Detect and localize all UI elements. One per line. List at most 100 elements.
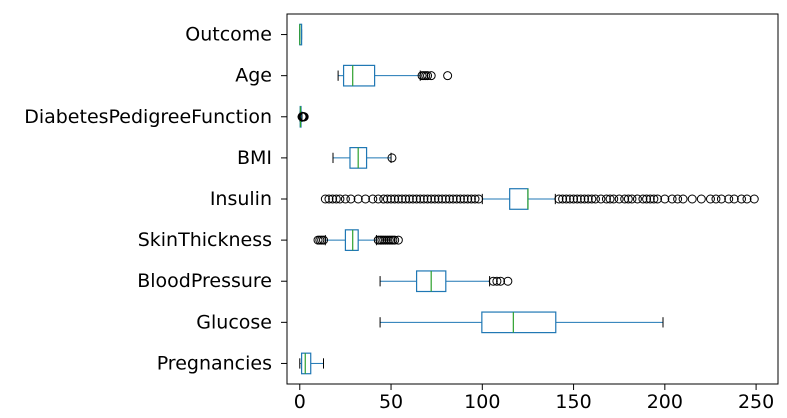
- flier-insulin-71: [716, 194, 726, 204]
- box-diabetespedigreefunction: [297, 105, 309, 128]
- ytick-label-bloodpressure: BloodPressure: [137, 270, 272, 292]
- xtick-label-100: 100: [464, 391, 500, 413]
- flier-age-3: [423, 71, 433, 81]
- box-pregnancies: [299, 352, 325, 375]
- box-glucose: [379, 311, 664, 334]
- box-rect-insulin: [509, 188, 529, 210]
- flier-insulin-37: [474, 194, 484, 204]
- flier-insulin-51: [605, 194, 615, 204]
- flier-insulin-41: [565, 194, 575, 204]
- flier-insulin-57: [632, 194, 642, 204]
- flier-insulin-16: [397, 194, 407, 204]
- xtick-label-200: 200: [647, 391, 683, 413]
- flier-insulin-11: [379, 194, 389, 204]
- ytick-label-glucose: Glucose: [196, 311, 272, 333]
- flier-insulin-10: [373, 194, 383, 204]
- flier-insulin-67: [687, 194, 697, 204]
- flier-insulin-2: [328, 194, 338, 204]
- flier-insulin-68: [696, 194, 706, 204]
- flier-insulin-29: [444, 194, 454, 204]
- ytick-label-pregnancies: Pregnancies: [157, 352, 272, 374]
- flier-insulin-50: [601, 194, 611, 204]
- xtick-label-250: 250: [738, 391, 774, 413]
- flier-insulin-62: [653, 194, 663, 204]
- box-bloodpressure: [379, 270, 513, 293]
- flier-insulin-73: [729, 194, 739, 204]
- flier-insulin-61: [649, 194, 659, 204]
- x-axis: 0 50 100 150 200 250: [294, 384, 774, 413]
- xtick-label-0: 0: [294, 391, 306, 413]
- flier-insulin-6: [346, 194, 356, 204]
- flier-insulin-33: [459, 194, 469, 204]
- flier-insulin-7: [353, 194, 363, 204]
- flier-insulin-17: [401, 194, 411, 204]
- flier-insulin-1: [324, 194, 334, 204]
- flier-insulin-47: [587, 194, 597, 204]
- ytick-label-age: Age: [235, 65, 272, 87]
- flier-insulin-53: [614, 194, 624, 204]
- flier-insulin-22: [419, 194, 429, 204]
- flier-insulin-49: [596, 194, 606, 204]
- flier-insulin-36: [470, 194, 480, 204]
- flier-insulin-25: [430, 194, 440, 204]
- box-bmi: [332, 147, 397, 169]
- flier-insulin-76: [749, 194, 759, 204]
- flier-insulin-8: [360, 194, 370, 204]
- box-rect-glucose: [481, 311, 557, 334]
- flier-insulin-56: [627, 194, 637, 204]
- flier-insulin-59: [642, 194, 652, 204]
- ytick-label-insulin: Insulin: [210, 188, 272, 210]
- flier-insulin-9: [368, 194, 378, 204]
- flier-insulin-35: [466, 194, 476, 204]
- flier-insulin-75: [742, 194, 752, 204]
- flier-insulin-3: [331, 194, 341, 204]
- box-rect-pregnancies: [301, 352, 312, 375]
- flier-insulin-43: [572, 194, 582, 204]
- flier-insulin-64: [667, 194, 677, 204]
- flier-insulin-60: [645, 194, 655, 204]
- flier-insulin-32: [455, 194, 465, 204]
- flier-insulin-66: [678, 194, 688, 204]
- box-insulin: [320, 188, 759, 210]
- flier-insulin-74: [736, 194, 746, 204]
- flier-insulin-34: [463, 194, 473, 204]
- flier-insulin-18: [404, 194, 414, 204]
- flier-diabetespedigreefunction-12: [299, 112, 309, 122]
- flier-insulin-24: [426, 194, 436, 204]
- flier-age-5: [443, 71, 453, 81]
- xtick-label-50: 50: [379, 391, 403, 413]
- flier-insulin-28: [441, 194, 451, 204]
- flier-insulin-58: [638, 194, 648, 204]
- boxes-layer: [297, 23, 759, 375]
- flier-skinthickness-14: [393, 235, 403, 245]
- flier-bloodpressure-2: [496, 276, 506, 286]
- box-age: [337, 64, 453, 87]
- flier-insulin-27: [437, 194, 447, 204]
- flier-insulin-39: [558, 194, 568, 204]
- flier-skinthickness-3: [319, 235, 329, 245]
- flier-insulin-4: [335, 194, 345, 204]
- flier-insulin-26: [433, 194, 443, 204]
- flier-insulin-23: [423, 194, 433, 204]
- flier-bloodpressure-0: [488, 276, 498, 286]
- flier-bloodpressure-3: [503, 276, 513, 286]
- flier-insulin-19: [408, 194, 418, 204]
- box-rect-age: [342, 64, 376, 87]
- flier-age-4: [426, 71, 436, 81]
- flier-bmi-0: [387, 153, 397, 163]
- flier-insulin-44: [576, 194, 586, 204]
- ytick-label-outcome: Outcome: [185, 24, 272, 46]
- flier-insulin-5: [340, 194, 350, 204]
- xtick-label-150: 150: [555, 391, 591, 413]
- flier-insulin-69: [705, 194, 715, 204]
- flier-insulin-38: [554, 194, 564, 204]
- flier-insulin-30: [448, 194, 458, 204]
- flier-insulin-52: [609, 194, 619, 204]
- flier-insulin-42: [569, 194, 579, 204]
- flier-insulin-55: [623, 194, 633, 204]
- box-outcome: [299, 23, 303, 46]
- flier-insulin-31: [452, 194, 462, 204]
- flier-insulin-63: [660, 194, 670, 204]
- flier-insulin-15: [393, 194, 403, 204]
